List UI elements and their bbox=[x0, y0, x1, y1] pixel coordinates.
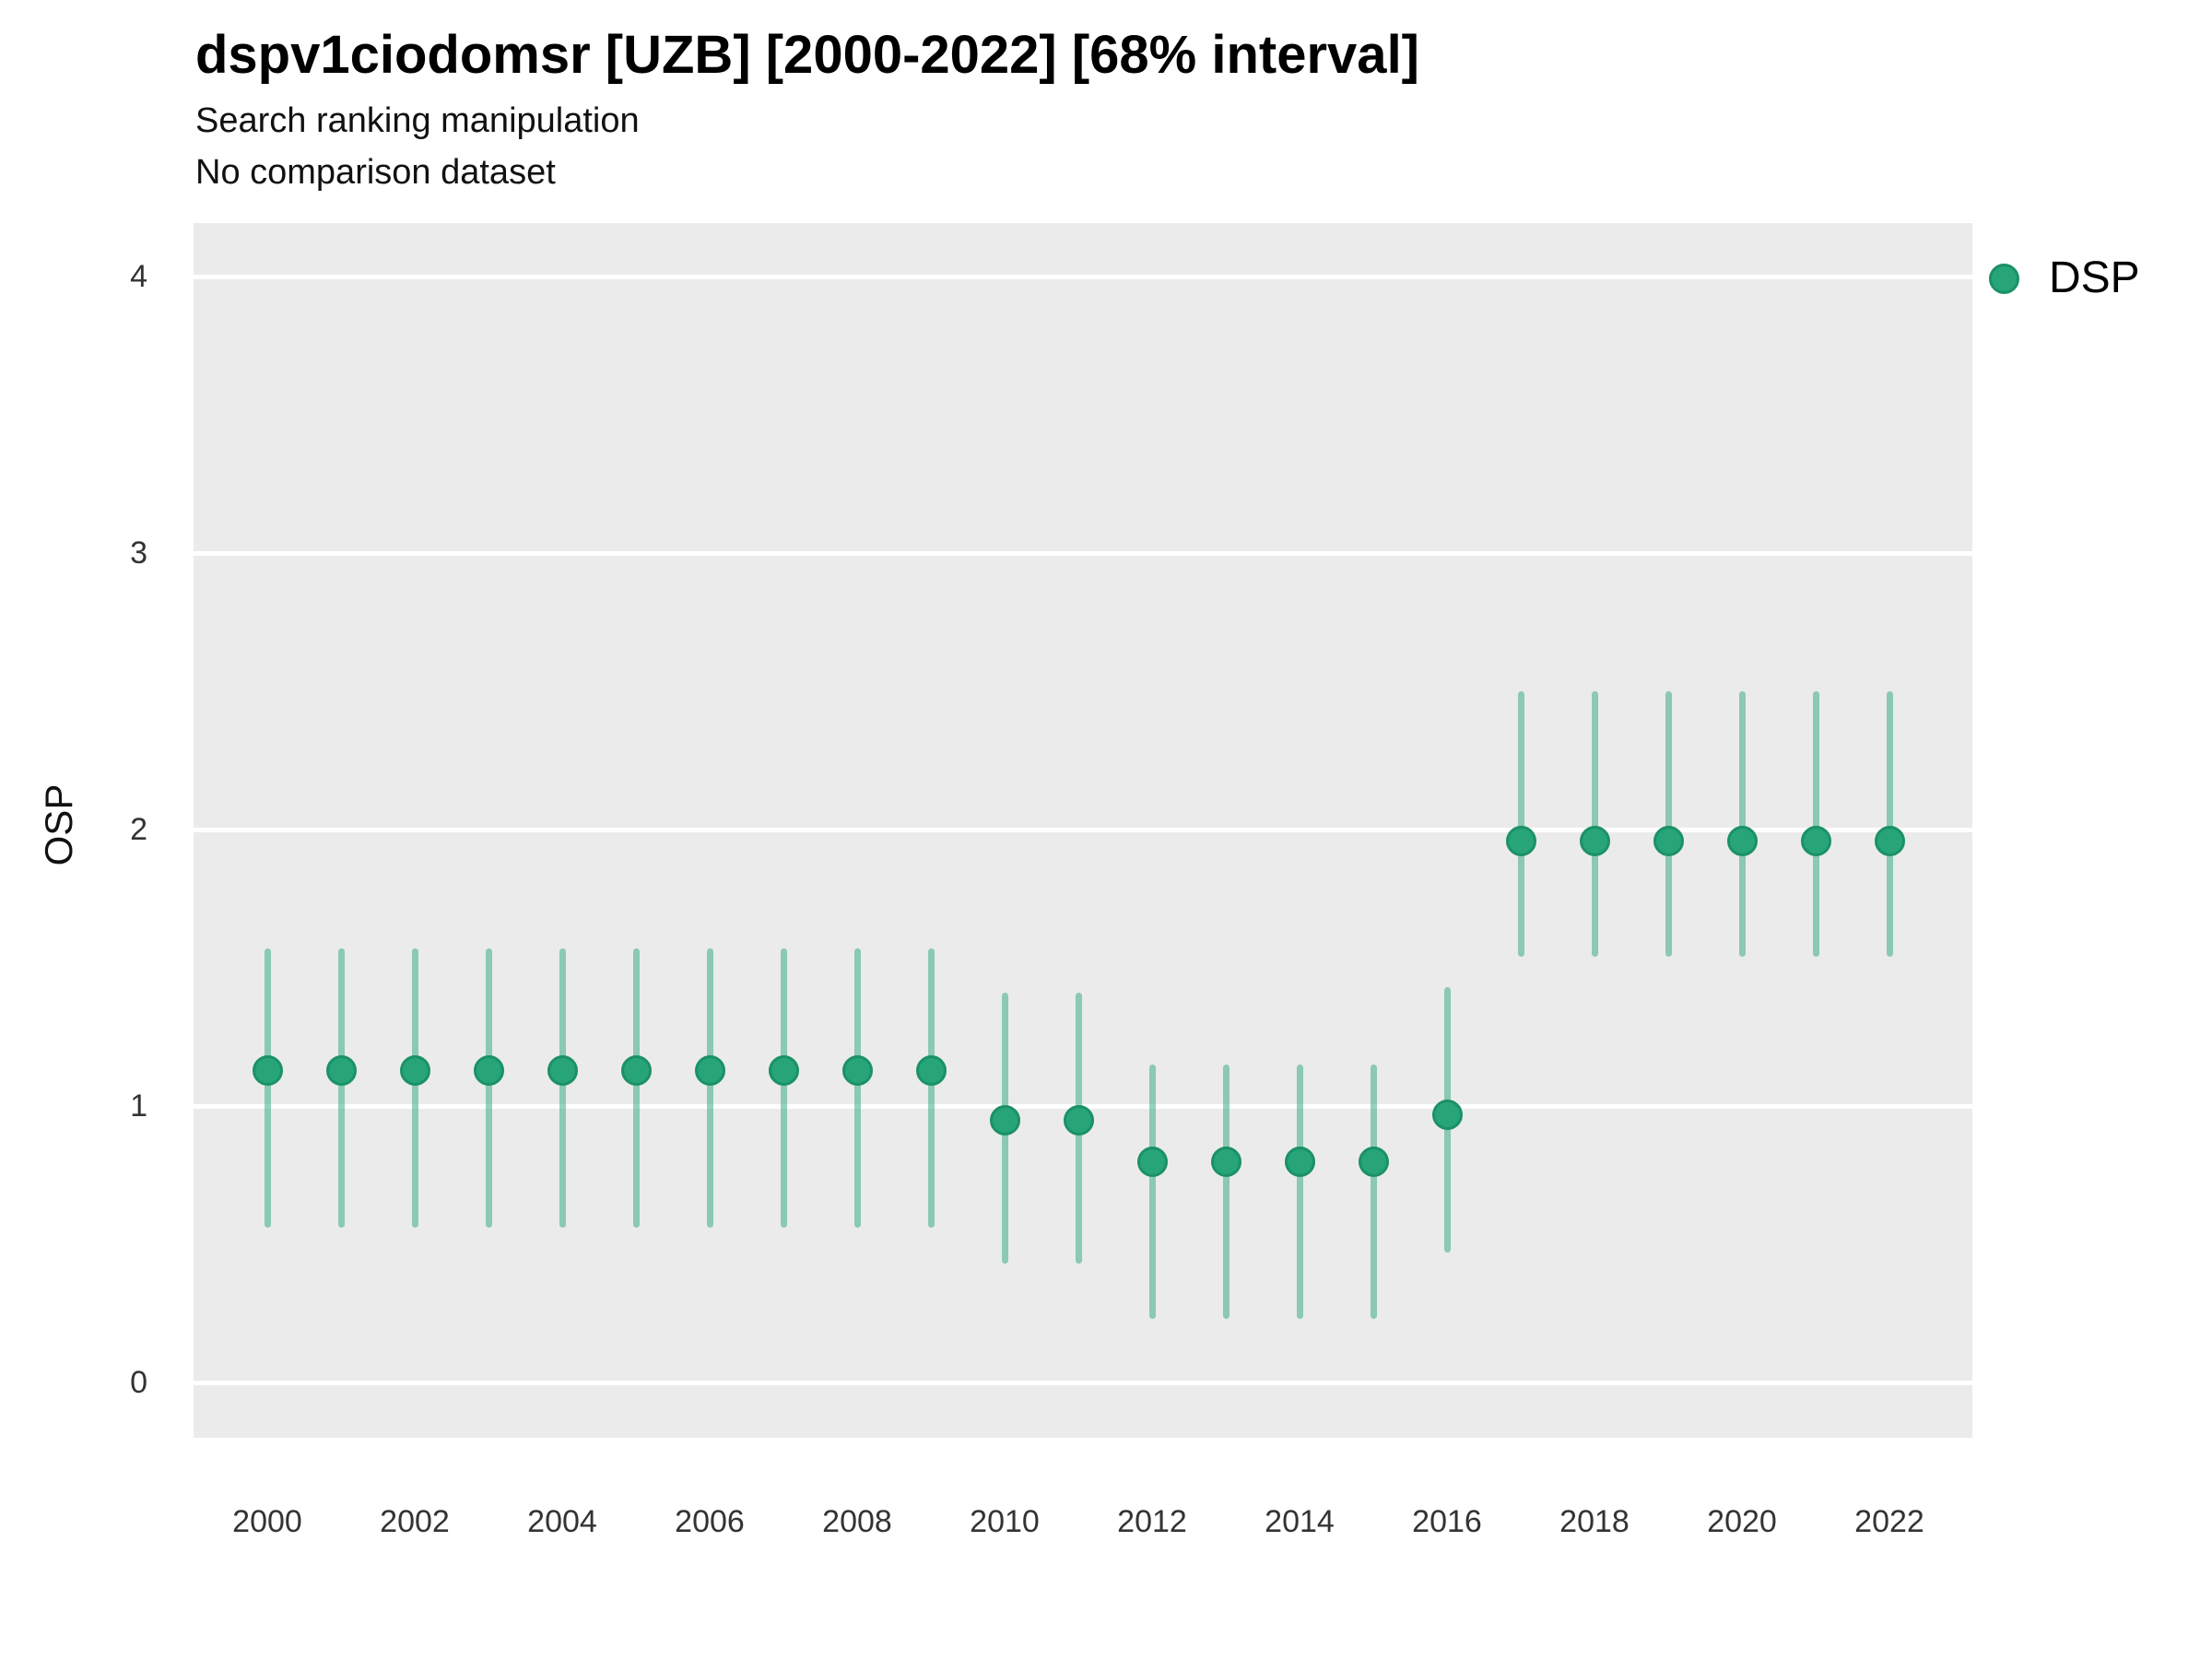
point-2001 bbox=[325, 1054, 357, 1086]
interval-bar-2009 bbox=[927, 948, 935, 1228]
chart-title: dspv1ciodomsr [UZB] [2000-2022] [68% int… bbox=[195, 25, 1419, 85]
point-2014 bbox=[1284, 1146, 1315, 1177]
x-tick-2012: 2012 bbox=[1117, 1504, 1187, 1539]
point-2007 bbox=[768, 1054, 799, 1086]
point-2009 bbox=[915, 1054, 947, 1086]
gridline-y-3 bbox=[194, 550, 1972, 556]
legend-dsp-label: DSP bbox=[2049, 253, 2140, 302]
y-tick-2: 2 bbox=[130, 812, 147, 847]
interval-bar-2022 bbox=[1886, 691, 1893, 957]
interval-bar-2003 bbox=[485, 948, 492, 1228]
interval-bar-2017 bbox=[1517, 691, 1524, 957]
point-2011 bbox=[1063, 1104, 1094, 1135]
x-tick-2000: 2000 bbox=[232, 1504, 302, 1539]
x-tick-2016: 2016 bbox=[1412, 1504, 1482, 1539]
point-2006 bbox=[694, 1054, 725, 1086]
point-2020 bbox=[1726, 825, 1758, 856]
interval-bar-2015 bbox=[1370, 1065, 1377, 1319]
point-2012 bbox=[1136, 1146, 1168, 1177]
y-tick-1: 1 bbox=[130, 1088, 147, 1124]
x-tick-2022: 2022 bbox=[1854, 1504, 1924, 1539]
interval-bar-2006 bbox=[706, 948, 713, 1228]
interval-bar-2021 bbox=[1812, 691, 1819, 957]
interval-bar-2012 bbox=[1148, 1065, 1156, 1319]
point-2017 bbox=[1505, 825, 1536, 856]
interval-bar-2002 bbox=[411, 948, 418, 1228]
x-tick-2002: 2002 bbox=[380, 1504, 450, 1539]
gridline-y-4 bbox=[194, 274, 1972, 279]
gridline-y-0 bbox=[194, 1380, 1972, 1385]
interval-bar-2008 bbox=[853, 948, 861, 1228]
point-2013 bbox=[1210, 1146, 1241, 1177]
x-tick-2020: 2020 bbox=[1707, 1504, 1777, 1539]
y-tick-4: 4 bbox=[130, 259, 147, 294]
interval-bar-2005 bbox=[632, 948, 640, 1228]
x-tick-2006: 2006 bbox=[675, 1504, 745, 1539]
x-tick-2018: 2018 bbox=[1559, 1504, 1630, 1539]
interval-bar-2004 bbox=[559, 948, 566, 1228]
point-2015 bbox=[1358, 1146, 1389, 1177]
interval-bar-2014 bbox=[1296, 1065, 1303, 1319]
x-tick-2014: 2014 bbox=[1265, 1504, 1335, 1539]
point-2022 bbox=[1874, 825, 1905, 856]
interval-bar-2001 bbox=[337, 948, 345, 1228]
point-2010 bbox=[989, 1104, 1020, 1135]
interval-bar-2013 bbox=[1222, 1065, 1230, 1319]
point-2018 bbox=[1579, 825, 1610, 856]
point-2021 bbox=[1800, 825, 1831, 856]
interval-bar-2020 bbox=[1738, 691, 1746, 957]
point-2003 bbox=[473, 1054, 504, 1086]
interval-bar-2018 bbox=[1591, 691, 1598, 957]
x-tick-2010: 2010 bbox=[970, 1504, 1040, 1539]
x-tick-2004: 2004 bbox=[527, 1504, 597, 1539]
point-2005 bbox=[620, 1054, 652, 1086]
point-2000 bbox=[252, 1054, 283, 1086]
legend: DSP bbox=[1989, 249, 2140, 308]
chart-note: No comparison dataset bbox=[195, 153, 556, 192]
interval-bar-2000 bbox=[264, 948, 271, 1228]
chart-subtitle: Search ranking manipulation bbox=[195, 101, 640, 140]
y-tick-0: 0 bbox=[130, 1365, 147, 1400]
point-2002 bbox=[399, 1054, 430, 1086]
point-2016 bbox=[1431, 1099, 1463, 1130]
interval-bar-2019 bbox=[1665, 691, 1672, 957]
point-2004 bbox=[547, 1054, 578, 1086]
point-2008 bbox=[841, 1054, 873, 1086]
point-2019 bbox=[1653, 825, 1684, 856]
plot-panel bbox=[194, 223, 1972, 1438]
x-tick-2008: 2008 bbox=[822, 1504, 892, 1539]
legend-dsp-dot-icon bbox=[1989, 263, 2019, 294]
y-tick-3: 3 bbox=[130, 535, 147, 571]
interval-bar-2007 bbox=[780, 948, 787, 1228]
gridline-y-2 bbox=[194, 827, 1972, 832]
